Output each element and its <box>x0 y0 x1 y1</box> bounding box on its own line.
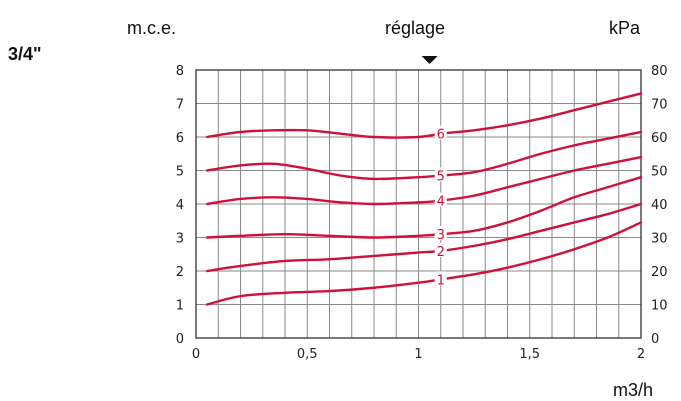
curve-setting-5 <box>205 130 643 181</box>
curve-label-5: 5 <box>437 170 445 185</box>
y-left-tick-label: 4 <box>176 198 184 213</box>
setting-marker-icon <box>421 56 438 64</box>
x-tick-label: 0 <box>192 347 200 362</box>
curve-label-bg <box>434 192 447 207</box>
x-tick-label: 0,5 <box>297 347 318 362</box>
left-axis-unit: m.c.e. <box>127 18 177 38</box>
x-tick-label: 1 <box>414 347 422 362</box>
y-left-tick-label: 8 <box>176 64 184 79</box>
y-right-tick-label: 60 <box>651 131 668 146</box>
y-left-tick-label: 2 <box>176 265 184 280</box>
y-right-tick-label: 20 <box>651 265 668 280</box>
marker-group <box>421 56 438 64</box>
y-left-tick-label: 3 <box>176 232 184 247</box>
curve-label-4: 4 <box>437 195 445 210</box>
curves: 1 2 3 4 5 6 <box>205 92 643 306</box>
curve-label-bg <box>434 125 447 140</box>
y-right-tick-label: 30 <box>651 232 668 247</box>
curve-label-2: 2 <box>437 245 445 260</box>
curve-label-bg <box>434 271 447 286</box>
curve-setting-4 <box>205 155 643 206</box>
y-right-tick-label: 40 <box>651 198 668 213</box>
curve-label-3: 3 <box>437 228 445 243</box>
y-left-tick-label: 1 <box>176 299 184 314</box>
curve-label-6: 6 <box>437 128 445 143</box>
curve-setting-3 <box>205 176 643 239</box>
y-right-tick-label: 70 <box>651 98 668 113</box>
x-tick-label: 2 <box>637 347 645 362</box>
curve-label-bg <box>434 167 447 182</box>
curve-label-1: 1 <box>437 273 445 288</box>
right-axis-unit: kPa <box>609 18 641 38</box>
y-right-tick-label: 50 <box>651 165 668 180</box>
curve-label-bg <box>434 242 447 257</box>
y-right-tick-label: 0 <box>651 332 659 347</box>
y-left-tick-label: 0 <box>176 332 184 347</box>
y-left-tick-label: 5 <box>176 165 184 180</box>
x-tick-label: 1,5 <box>519 347 540 362</box>
setting-title: réglage <box>385 18 446 38</box>
valve-size-label: 3/4" <box>8 44 42 64</box>
y-right-tick-label: 80 <box>651 64 668 79</box>
y-left-tick-label: 7 <box>176 98 184 113</box>
y-left-tick-label: 6 <box>176 131 184 146</box>
y-right-tick-label: 10 <box>651 299 668 314</box>
x-axis-unit: m3/h <box>613 380 654 400</box>
curve-label-bg <box>434 226 447 241</box>
curve-setting-6 <box>205 92 643 139</box>
